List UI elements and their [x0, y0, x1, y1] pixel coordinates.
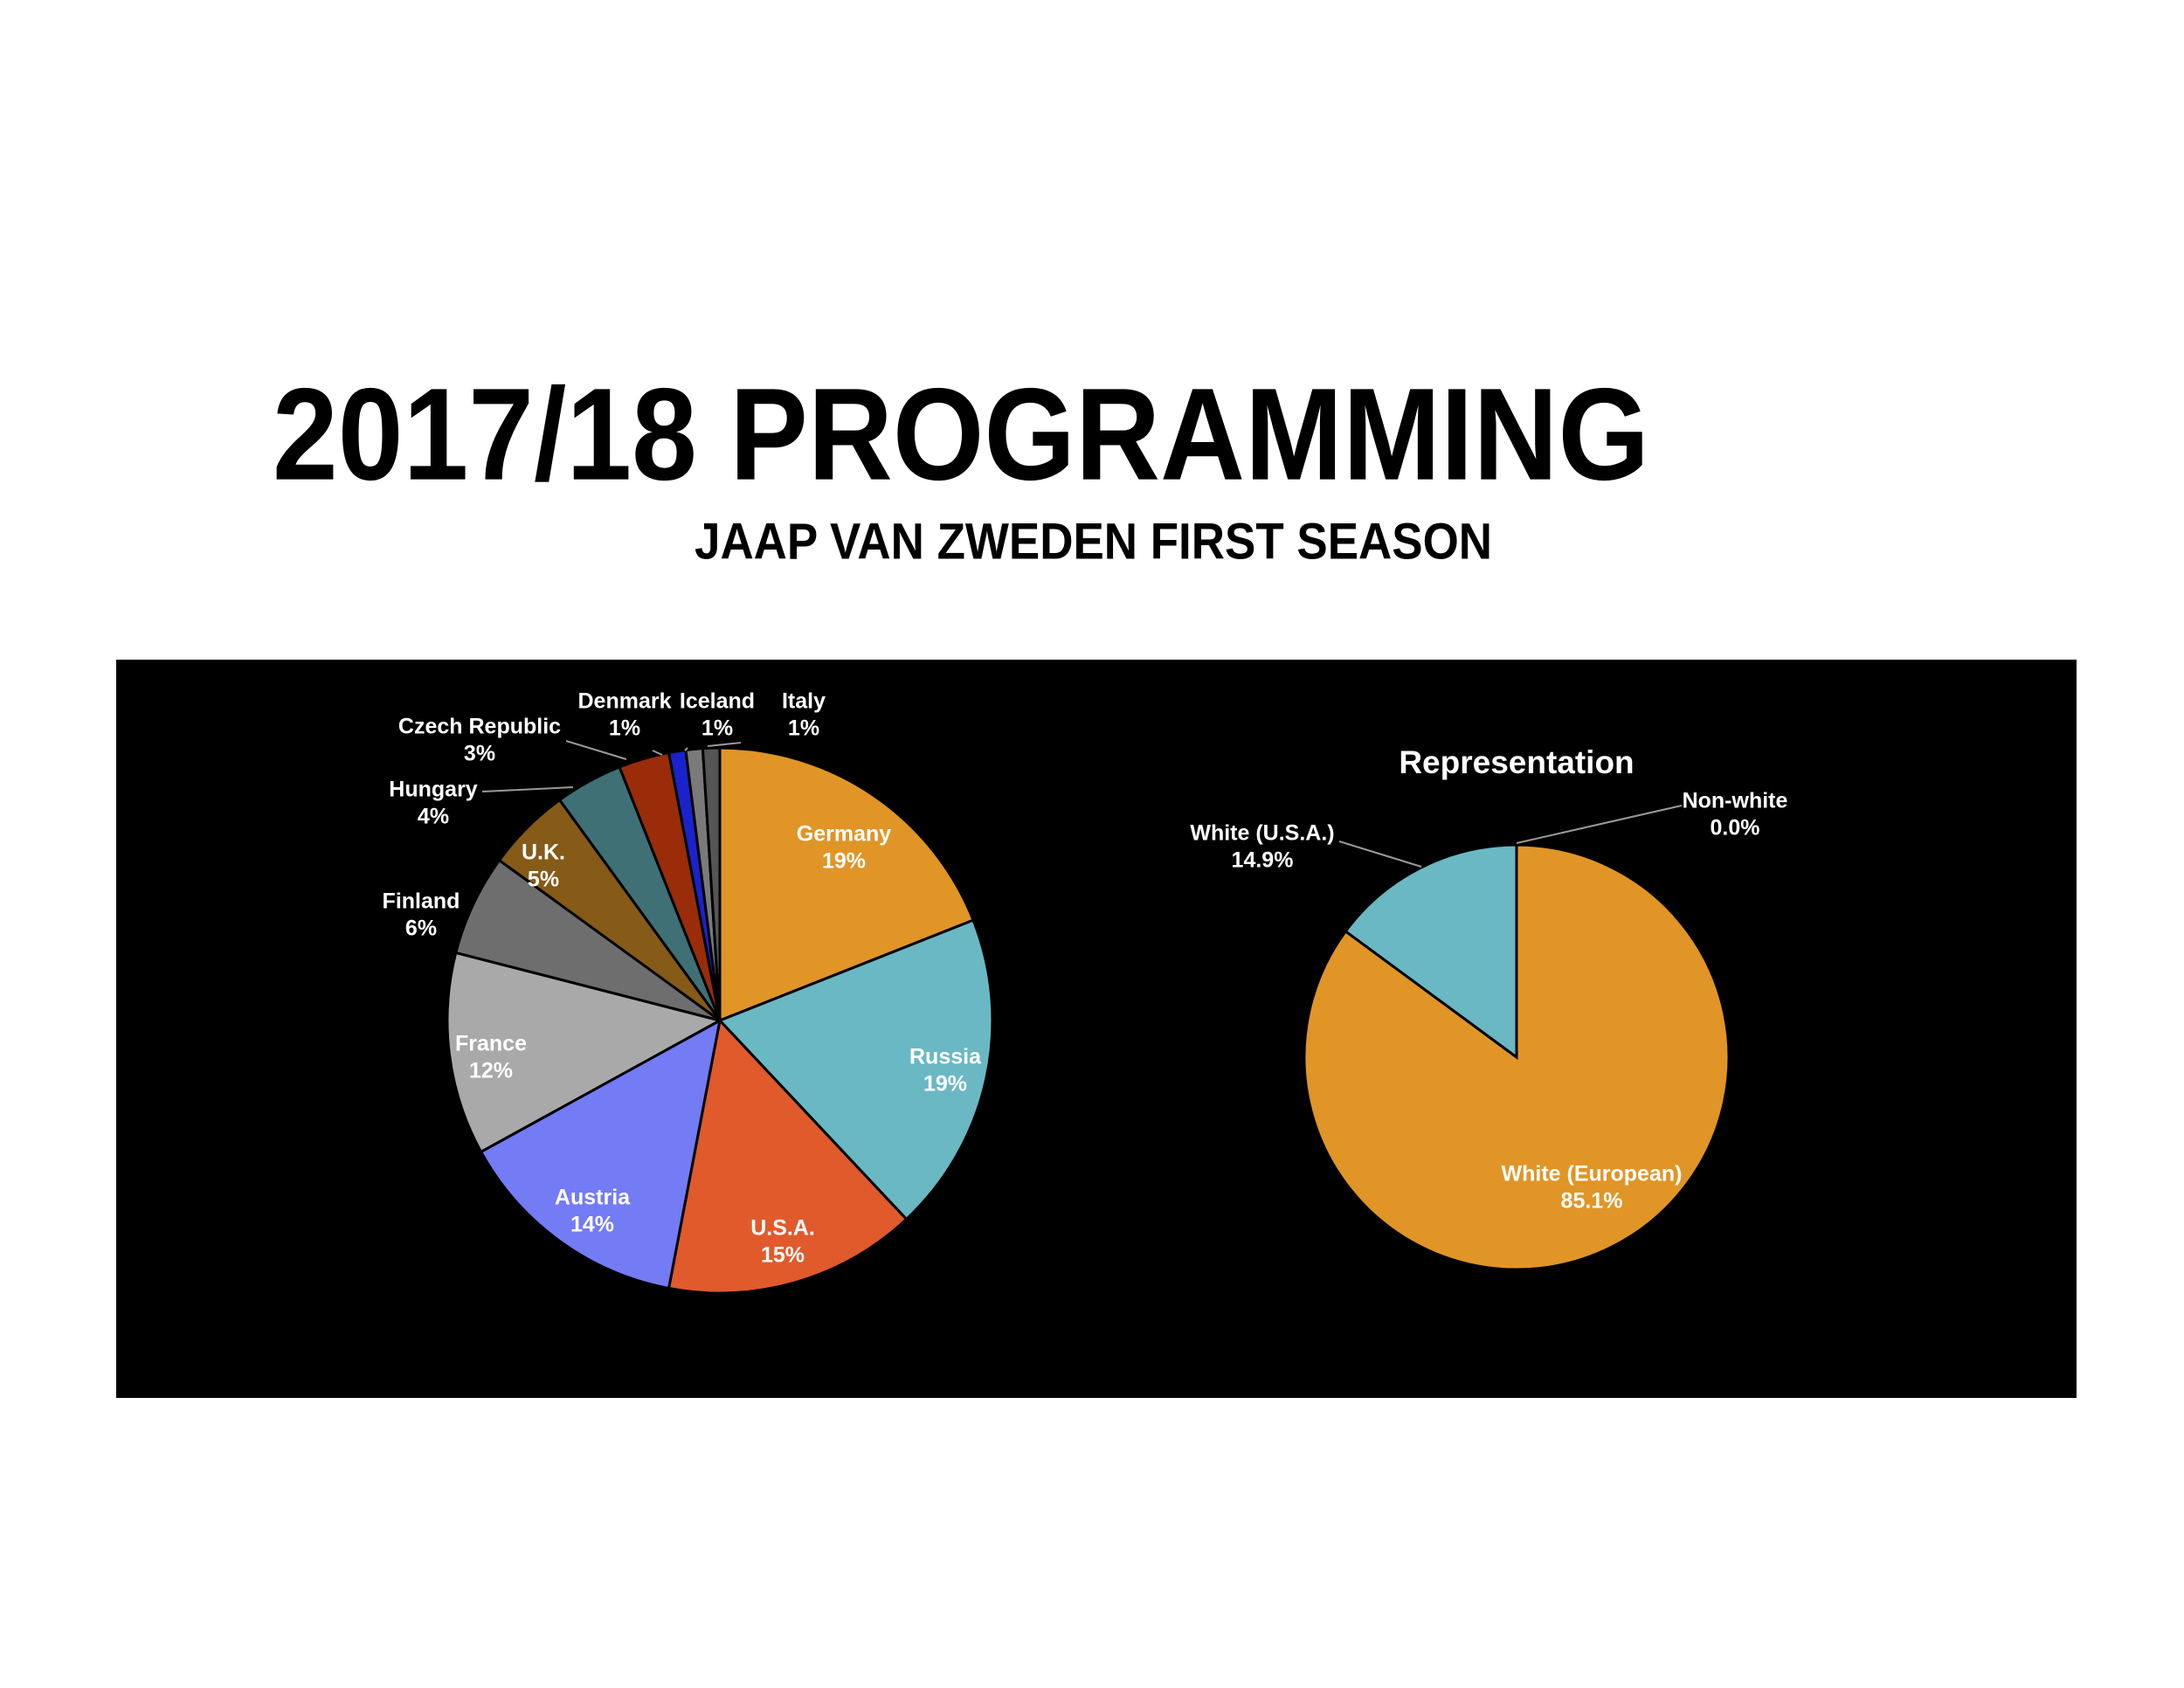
pie-slice: [1303, 843, 1731, 1271]
slice-value-label: 0.0%: [1711, 816, 1760, 841]
slice-value-label: 3%: [464, 742, 495, 766]
slice-label: Hungary: [389, 778, 478, 802]
pie-slice: [717, 918, 994, 1221]
slice-label: Non-white: [1683, 789, 1788, 813]
slice-label: Germany: [797, 822, 891, 847]
slice-value-label: 1%: [609, 716, 640, 741]
slice-value-label: 1%: [702, 716, 733, 741]
leader-line: [684, 747, 688, 751]
slice-label: U.K.: [522, 841, 565, 865]
leader-line: [565, 740, 627, 760]
slice-label: Czech Republic: [398, 715, 561, 739]
slice-value-label: 85.1%: [1561, 1189, 1623, 1214]
leader-line: [1516, 805, 1683, 844]
leader-line: [707, 742, 742, 747]
slice-label: White (U.S.A.): [1190, 821, 1334, 846]
pie-slice: [479, 1018, 722, 1290]
slice-value-label: 1%: [788, 716, 819, 741]
pie-slice: [446, 951, 724, 1154]
slice-value-label: 12%: [469, 1059, 513, 1083]
slice-label: Finland: [383, 889, 460, 914]
pie-slice: [667, 1017, 909, 1295]
page-subtitle: JAAP VAN ZWEDEN FIRST SEASON: [695, 513, 1492, 570]
slice-value-label: 5%: [528, 868, 559, 892]
pie-slice: [718, 746, 976, 1023]
page-title: 2017/18 PROGRAMMING: [273, 361, 1649, 508]
slice-value-label: 15%: [761, 1243, 805, 1268]
slice-label: Italy: [782, 689, 826, 714]
leader-line: [481, 786, 574, 792]
pie-slice: [1344, 843, 1518, 1060]
slice-value-label: 6%: [405, 917, 437, 941]
slice-label: Russia: [909, 1045, 982, 1069]
slice-value-label: 19%: [923, 1072, 967, 1097]
leader-line: [1338, 841, 1422, 868]
slice-value-label: 4%: [418, 805, 449, 829]
slice-value-label: 19%: [822, 849, 866, 874]
chart-panel: [116, 660, 2077, 1398]
slice-label: France: [455, 1032, 527, 1056]
slice-value-label: 14.9%: [1232, 848, 1294, 873]
slice-label: White (European): [1502, 1162, 1683, 1186]
slice-label: Austria: [555, 1186, 631, 1210]
slice-label: Iceland: [680, 689, 755, 714]
slice-value-label: 14%: [570, 1213, 614, 1237]
pie-slice: [701, 746, 722, 1021]
slice-label: Denmark: [578, 689, 672, 714]
chart-title: Representation: [1399, 744, 1634, 780]
leader-line: [652, 750, 663, 756]
slice-label: U.S.A.: [750, 1216, 815, 1241]
